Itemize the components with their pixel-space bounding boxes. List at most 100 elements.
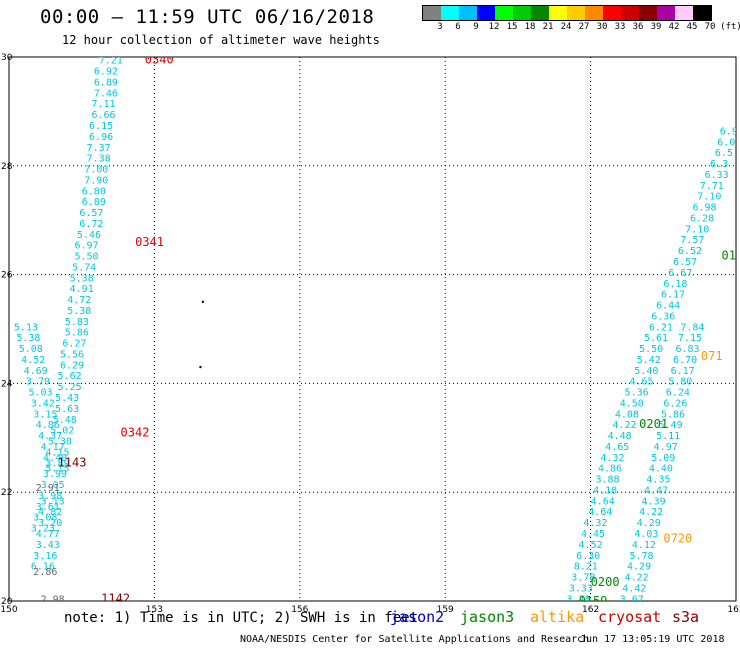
color-scale-label: 30 [596, 22, 608, 32]
wave-height-value: 7.38 [87, 154, 111, 165]
wave-height-value: 7.11 [91, 99, 115, 110]
wave-height-value: 5.50 [74, 252, 98, 263]
wave-height-value: 6.21 [649, 322, 673, 333]
wave-height-value: 3.79 [26, 377, 50, 388]
wave-height-value: 5.86 [661, 409, 685, 420]
wave-height-value: 6.29 [60, 360, 84, 371]
wave-height-value: 4.42 [622, 583, 646, 594]
wave-height-value: 5.43 [55, 393, 79, 404]
color-scale-label: 9 [473, 22, 479, 32]
wave-height-value: 4.97 [654, 442, 678, 453]
wave-height-value: 5.08 [19, 344, 43, 355]
color-swatch-5 [513, 6, 531, 20]
wave-height-value: 5.80 [668, 377, 692, 388]
legend-item-altika: altika [530, 608, 585, 626]
wave-height-value: 3.08 [33, 513, 57, 524]
color-swatch-13 [657, 6, 675, 20]
wave-height-value: 6.36 [651, 311, 675, 322]
wave-height-value: 6.33 [705, 170, 729, 181]
legend-item-jason2: jason2 [390, 608, 445, 626]
wave-height-value: 3.16 [33, 551, 57, 562]
x-tick-label: 165 [727, 605, 740, 615]
color-swatch-9 [585, 6, 603, 20]
wave-height-value: 6.57 [79, 208, 103, 219]
x-tick-label: 153 [146, 605, 163, 615]
wave-height-value: 3.88 [596, 475, 620, 486]
wave-height-value: 5.50 [639, 344, 663, 355]
wave-height-value: 3.05 [41, 480, 65, 491]
wave-height-value: 5.09 [651, 453, 675, 464]
wave-height-value: 5.38 [70, 273, 94, 284]
color-swatch-7 [549, 6, 567, 20]
wave-height-value: 6.26 [663, 398, 687, 409]
color-swatch-12 [639, 6, 657, 20]
wave-height-value: 4.82 [38, 507, 62, 518]
pass-time-label: 0340 [145, 53, 174, 67]
wave-height-value: 6.52 [678, 246, 702, 257]
wave-height-value: 6.70 [673, 355, 697, 366]
pass-time-label: 1143 [58, 455, 87, 469]
wave-height-value: 4.91 [70, 284, 94, 295]
color-scale-label: 27 [578, 22, 590, 32]
wave-height-value: 6.27 [62, 339, 86, 350]
credit-text: NOAA/NESDIS Center for Satellite Applica… [240, 634, 590, 645]
pass-time-label: 0341 [135, 235, 164, 249]
plot-data-layer: 7.216.926.897.467.116.666.156.967.377.38… [14, 53, 736, 605]
wave-height-value: 4.77 [36, 529, 60, 540]
wave-height-value: 5.78 [629, 551, 653, 562]
wave-height-value: 6.97 [74, 241, 98, 252]
color-scale-label: 15 [506, 22, 518, 32]
wave-height-value: 5.46 [77, 230, 101, 241]
wave-height-value: 3.43 [36, 540, 60, 551]
wave-height-value: 6.17 [661, 290, 685, 301]
x-tick-label: 156 [291, 605, 308, 615]
wave-height-value: 4.39 [642, 496, 666, 507]
x-tick-label: 162 [582, 605, 599, 615]
color-swatch-8 [567, 6, 585, 20]
generated-timestamp: Jun 17 13:05:19 UTC 2018 [580, 634, 725, 645]
wave-height-value: 3.33 [569, 583, 593, 594]
location-marker [199, 365, 202, 369]
wave-height-value: 3.67 [620, 594, 644, 605]
wave-height-value: 5.36 [625, 388, 649, 399]
wave-height-value: 4.29 [637, 518, 661, 529]
wave-height-value: 7.10 [697, 192, 721, 203]
wave-height-value: 4.45 [581, 529, 605, 540]
wave-height-value: 3.23 [31, 524, 55, 535]
wave-height-value: 6.24 [666, 388, 690, 399]
wave-height-value: 4.32 [583, 518, 607, 529]
wave-height-value: 3.78 [566, 594, 590, 605]
wave-height-value: 4.22 [639, 507, 663, 518]
color-scale-label: 24 [560, 22, 572, 32]
wave-height-value: 3.13 [41, 496, 65, 507]
y-tick-label: 22 [1, 488, 12, 498]
color-scale-label: 39 [650, 22, 662, 32]
wave-height-value: 4.86 [598, 464, 622, 475]
x-tick-label: 150 [0, 605, 17, 615]
wave-height-value: 5.74 [72, 262, 96, 273]
wave-height-value: 6.16 [31, 562, 55, 573]
color-swatch-2 [459, 6, 477, 20]
wave-height-value: 4.72 [67, 295, 91, 306]
color-scale-label: 45 [686, 22, 698, 32]
wave-height-value: 2.86 [33, 567, 57, 578]
wave-height-value: 5.63 [55, 404, 79, 415]
wave-height-value: 6.72 [79, 219, 103, 230]
wave-height-value: 5.38 [67, 306, 91, 317]
wave-height-value: 6.67 [668, 268, 692, 279]
wave-height-value: 5.02 [50, 426, 74, 437]
page-subtitle: 12 hour collection of altimeter wave hei… [62, 33, 380, 47]
wave-height-value: 3.78 [571, 573, 595, 584]
pass-time-label: 0201 [639, 417, 668, 431]
color-scale-label: 36 [632, 22, 644, 32]
wave-height-value: 7.15 [678, 333, 702, 344]
page-title: 00:00 – 11:59 UTC 06/16/2018 [40, 6, 375, 28]
wave-height-value: 7.46 [94, 88, 118, 99]
wave-height-value: 6.5 [715, 148, 733, 159]
x-tick-label: 159 [437, 605, 454, 615]
plot-frame [8, 56, 737, 602]
wave-height-value: 4.22 [612, 420, 636, 431]
wave-height-value: 3.99 [43, 469, 67, 480]
wave-height-value: 4.08 [615, 409, 639, 420]
legend-item-s3a: s3a [672, 608, 700, 626]
